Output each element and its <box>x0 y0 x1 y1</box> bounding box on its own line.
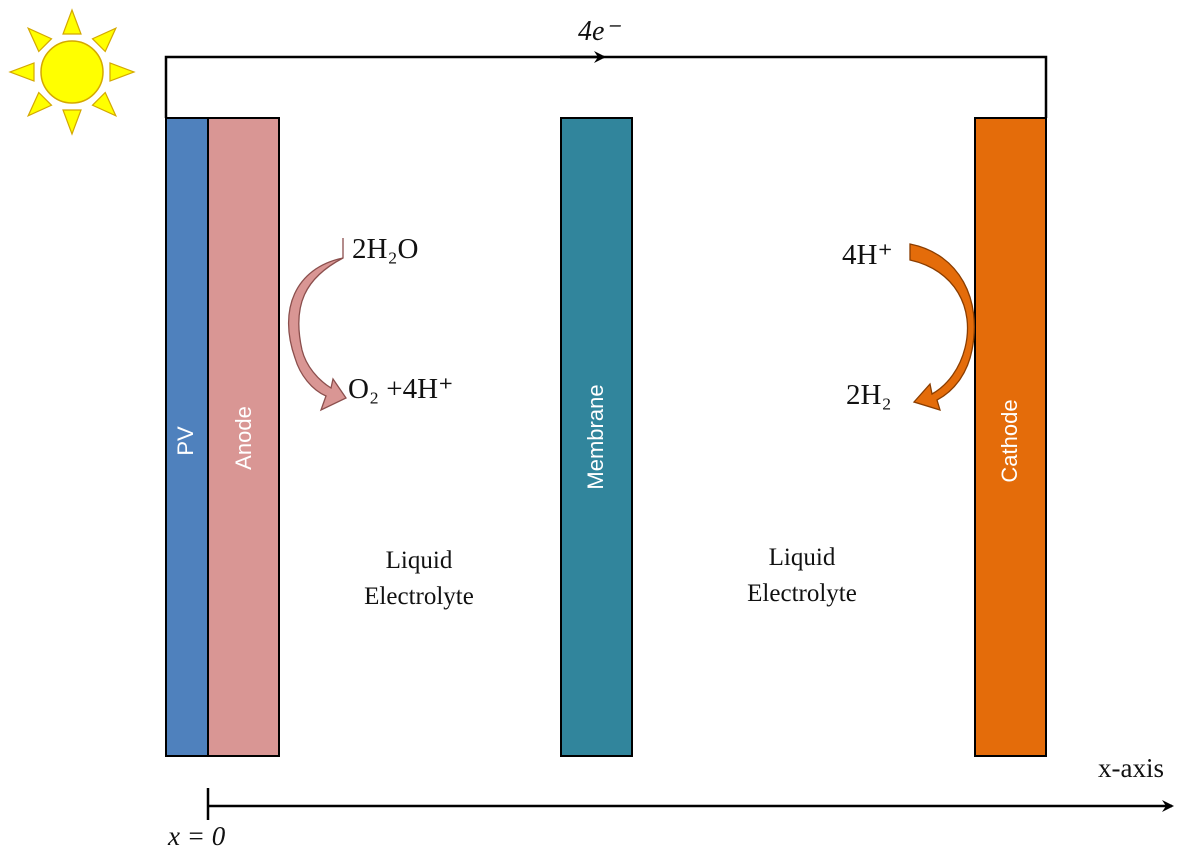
sun-ray <box>109 62 136 82</box>
cathode-layer <box>974 117 1047 757</box>
sun-ray <box>26 91 53 118</box>
electrolyte-left-line2: Electrolyte <box>364 583 474 610</box>
anode-layer <box>207 117 280 757</box>
cathode-product: 2H₂ <box>846 379 892 411</box>
sun-ray <box>91 91 118 118</box>
anode-product: O₂ +4H⁺ <box>348 373 453 405</box>
sun-ray <box>91 26 118 53</box>
sun-ray <box>62 109 82 136</box>
anode-label: Anode <box>231 406 256 470</box>
membrane-layer <box>560 117 633 757</box>
sun-ray <box>62 8 82 35</box>
sun-ray <box>26 26 53 53</box>
electrolyte-right-line2: Electrolyte <box>747 580 857 607</box>
electrolyte-right-line1: Liquid <box>769 544 836 571</box>
cathode-reactant: 4H⁺ <box>842 239 893 271</box>
electron-label: 4e⁻ <box>578 16 621 47</box>
cathode-label: Cathode <box>997 399 1022 482</box>
pv-label: PV <box>173 426 198 456</box>
x-axis-label: x-axis <box>1098 753 1164 783</box>
anode-reactant: 2H₂O <box>352 233 419 265</box>
anode-reaction-arrow <box>287 238 347 412</box>
sun-icon <box>8 8 136 136</box>
x-origin-label: x = 0 <box>167 821 226 851</box>
cathode-reaction-arrow <box>909 243 976 411</box>
membrane-label: Membrane <box>583 384 608 489</box>
external-circuit-wire <box>164 55 1048 118</box>
sun-ray <box>8 62 35 82</box>
electrolyte-left-line1: Liquid <box>386 547 453 574</box>
